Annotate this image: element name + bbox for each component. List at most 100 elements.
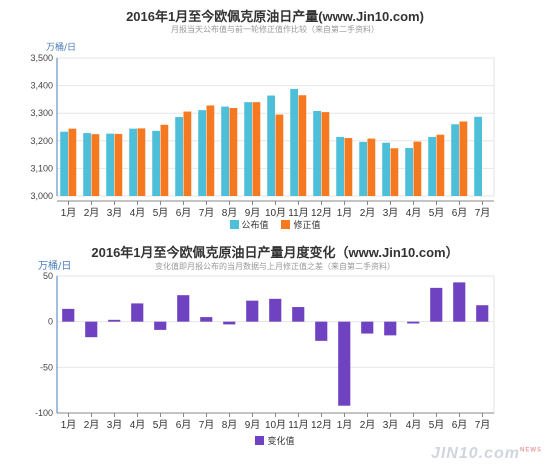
x-tick-label: 7月 — [475, 419, 491, 431]
x-tick-label: 8月 — [222, 419, 238, 431]
x-tick-label: 7月 — [475, 207, 491, 219]
x-tick-label: 5月 — [429, 419, 445, 431]
legend-swatch — [281, 220, 291, 229]
bar — [244, 102, 252, 196]
bar — [290, 88, 298, 196]
y-tick-label: 3,400 — [30, 81, 53, 91]
bar — [451, 124, 459, 196]
bar — [154, 321, 167, 330]
x-tick-label: 7月 — [199, 207, 215, 219]
x-tick-label: 9月 — [245, 419, 261, 431]
x-tick-label: 2月 — [84, 419, 100, 431]
y-tick-label: 3,000 — [30, 191, 53, 201]
x-tick-label: 1月 — [337, 207, 353, 219]
x-tick-label: 11月 — [288, 419, 308, 431]
legend-swatch — [229, 220, 239, 229]
x-tick-label: 10月 — [265, 207, 286, 219]
x-tick-label: 1月 — [61, 419, 77, 431]
bar — [137, 128, 146, 196]
x-tick-label: 6月 — [176, 419, 192, 431]
bar — [436, 134, 445, 196]
x-tick-label: 3月 — [383, 207, 399, 219]
bar — [338, 321, 351, 406]
x-tick-label: 2月 — [84, 207, 100, 219]
x-tick-label: 10月 — [265, 419, 286, 431]
bar — [83, 133, 91, 196]
x-tick-label: 5月 — [153, 207, 169, 219]
bar — [405, 147, 413, 196]
bar — [223, 321, 236, 325]
y-axis-unit: 万桶/日 — [38, 261, 72, 272]
x-tick-label: 12月 — [311, 419, 332, 431]
x-tick-label: 1月 — [337, 419, 353, 431]
bar — [313, 110, 321, 196]
bar — [200, 317, 213, 322]
bar — [413, 141, 422, 196]
bar — [275, 114, 284, 196]
bar — [267, 95, 275, 196]
chart-subtitle: 变化值即月报公布的当月数据与上月修正值之差（来自第二手资料） — [155, 262, 395, 271]
bar — [160, 124, 169, 196]
x-tick-label: 12月 — [311, 207, 332, 219]
bar — [152, 130, 160, 196]
production-chart: 2016年1月至今欧佩克原油日产量(www.Jin10.com) 月报当天公布值… — [0, 0, 550, 232]
x-tick-label: 5月 — [429, 207, 445, 219]
chart-title: 2016年1月至今欧佩克原油日产量月度变化（www.Jin10.com） — [91, 245, 459, 260]
plot-area — [56, 275, 495, 414]
y-tick-label: 0 — [48, 317, 53, 327]
chart-title: 2016年1月至今欧佩克原油日产量(www.Jin10.com) — [126, 9, 424, 24]
legend-label: 修正值 — [293, 221, 321, 231]
x-tick-label: 4月 — [130, 419, 146, 431]
legend-label: 变化值 — [267, 437, 295, 447]
legend-swatch — [255, 436, 265, 445]
bar — [62, 308, 75, 322]
chart-subtitle: 月报当天公布值与前一轮修正值作比较（来自第二手资料） — [171, 25, 379, 34]
bar — [68, 128, 77, 196]
y-tick-label: 3,300 — [30, 108, 53, 118]
legend-item-change[interactable]: 变化值 — [255, 434, 295, 447]
change-plot: -100 -50 0 50 1月 2月 3月 4月 5月 6月 7月 8月 9月 10月 11月 12月 1月 2… — [35, 271, 495, 431]
bar — [108, 319, 121, 322]
bar — [476, 305, 489, 322]
watermark-text: JIN10.com — [430, 445, 520, 462]
legend-label: 公布值 — [241, 221, 269, 231]
watermark-logo: JIN10.comNEWS — [431, 445, 542, 463]
x-tick-label: 3月 — [107, 419, 123, 431]
x-tick-label: 3月 — [383, 419, 399, 431]
x-tick-label: 6月 — [176, 207, 192, 219]
bar — [206, 105, 215, 196]
x-tick-label: 6月 — [452, 207, 468, 219]
x-tick-label: 2月 — [360, 207, 376, 219]
production-plot: 3,000 3,100 3,200 3,300 3,400 3,500 1月 2月 3月 4月 5月… — [30, 53, 495, 219]
bar — [91, 134, 100, 196]
bar — [131, 303, 144, 322]
bar — [292, 307, 305, 322]
bar — [175, 117, 183, 196]
bar — [384, 321, 397, 336]
x-tick-label: 11月 — [288, 207, 308, 219]
y-tick-label: 50 — [43, 271, 53, 281]
bar — [430, 287, 443, 322]
legend-item-revised[interactable]: 修正值 — [281, 218, 320, 231]
bar — [382, 142, 390, 196]
bar — [459, 121, 468, 196]
bar — [183, 111, 192, 196]
x-tick-label: 9月 — [245, 207, 261, 219]
bar — [221, 106, 229, 196]
bar — [474, 116, 482, 196]
bar — [246, 300, 259, 322]
x-tick-label: 4月 — [406, 207, 422, 219]
bar — [106, 133, 114, 196]
bar — [177, 295, 190, 322]
y-tick-label: 3,200 — [30, 136, 53, 146]
legend: 变化值 — [0, 434, 550, 448]
bar — [361, 321, 374, 334]
y-tick-label: -50 — [40, 362, 53, 372]
bar — [453, 282, 466, 322]
bar — [367, 138, 376, 196]
bar — [60, 131, 68, 196]
legend-item-published[interactable]: 公布值 — [229, 218, 269, 231]
y-tick-label: 3,100 — [30, 163, 53, 173]
x-tick-label: 7月 — [199, 419, 215, 431]
watermark-badge: NEWS — [520, 447, 542, 454]
